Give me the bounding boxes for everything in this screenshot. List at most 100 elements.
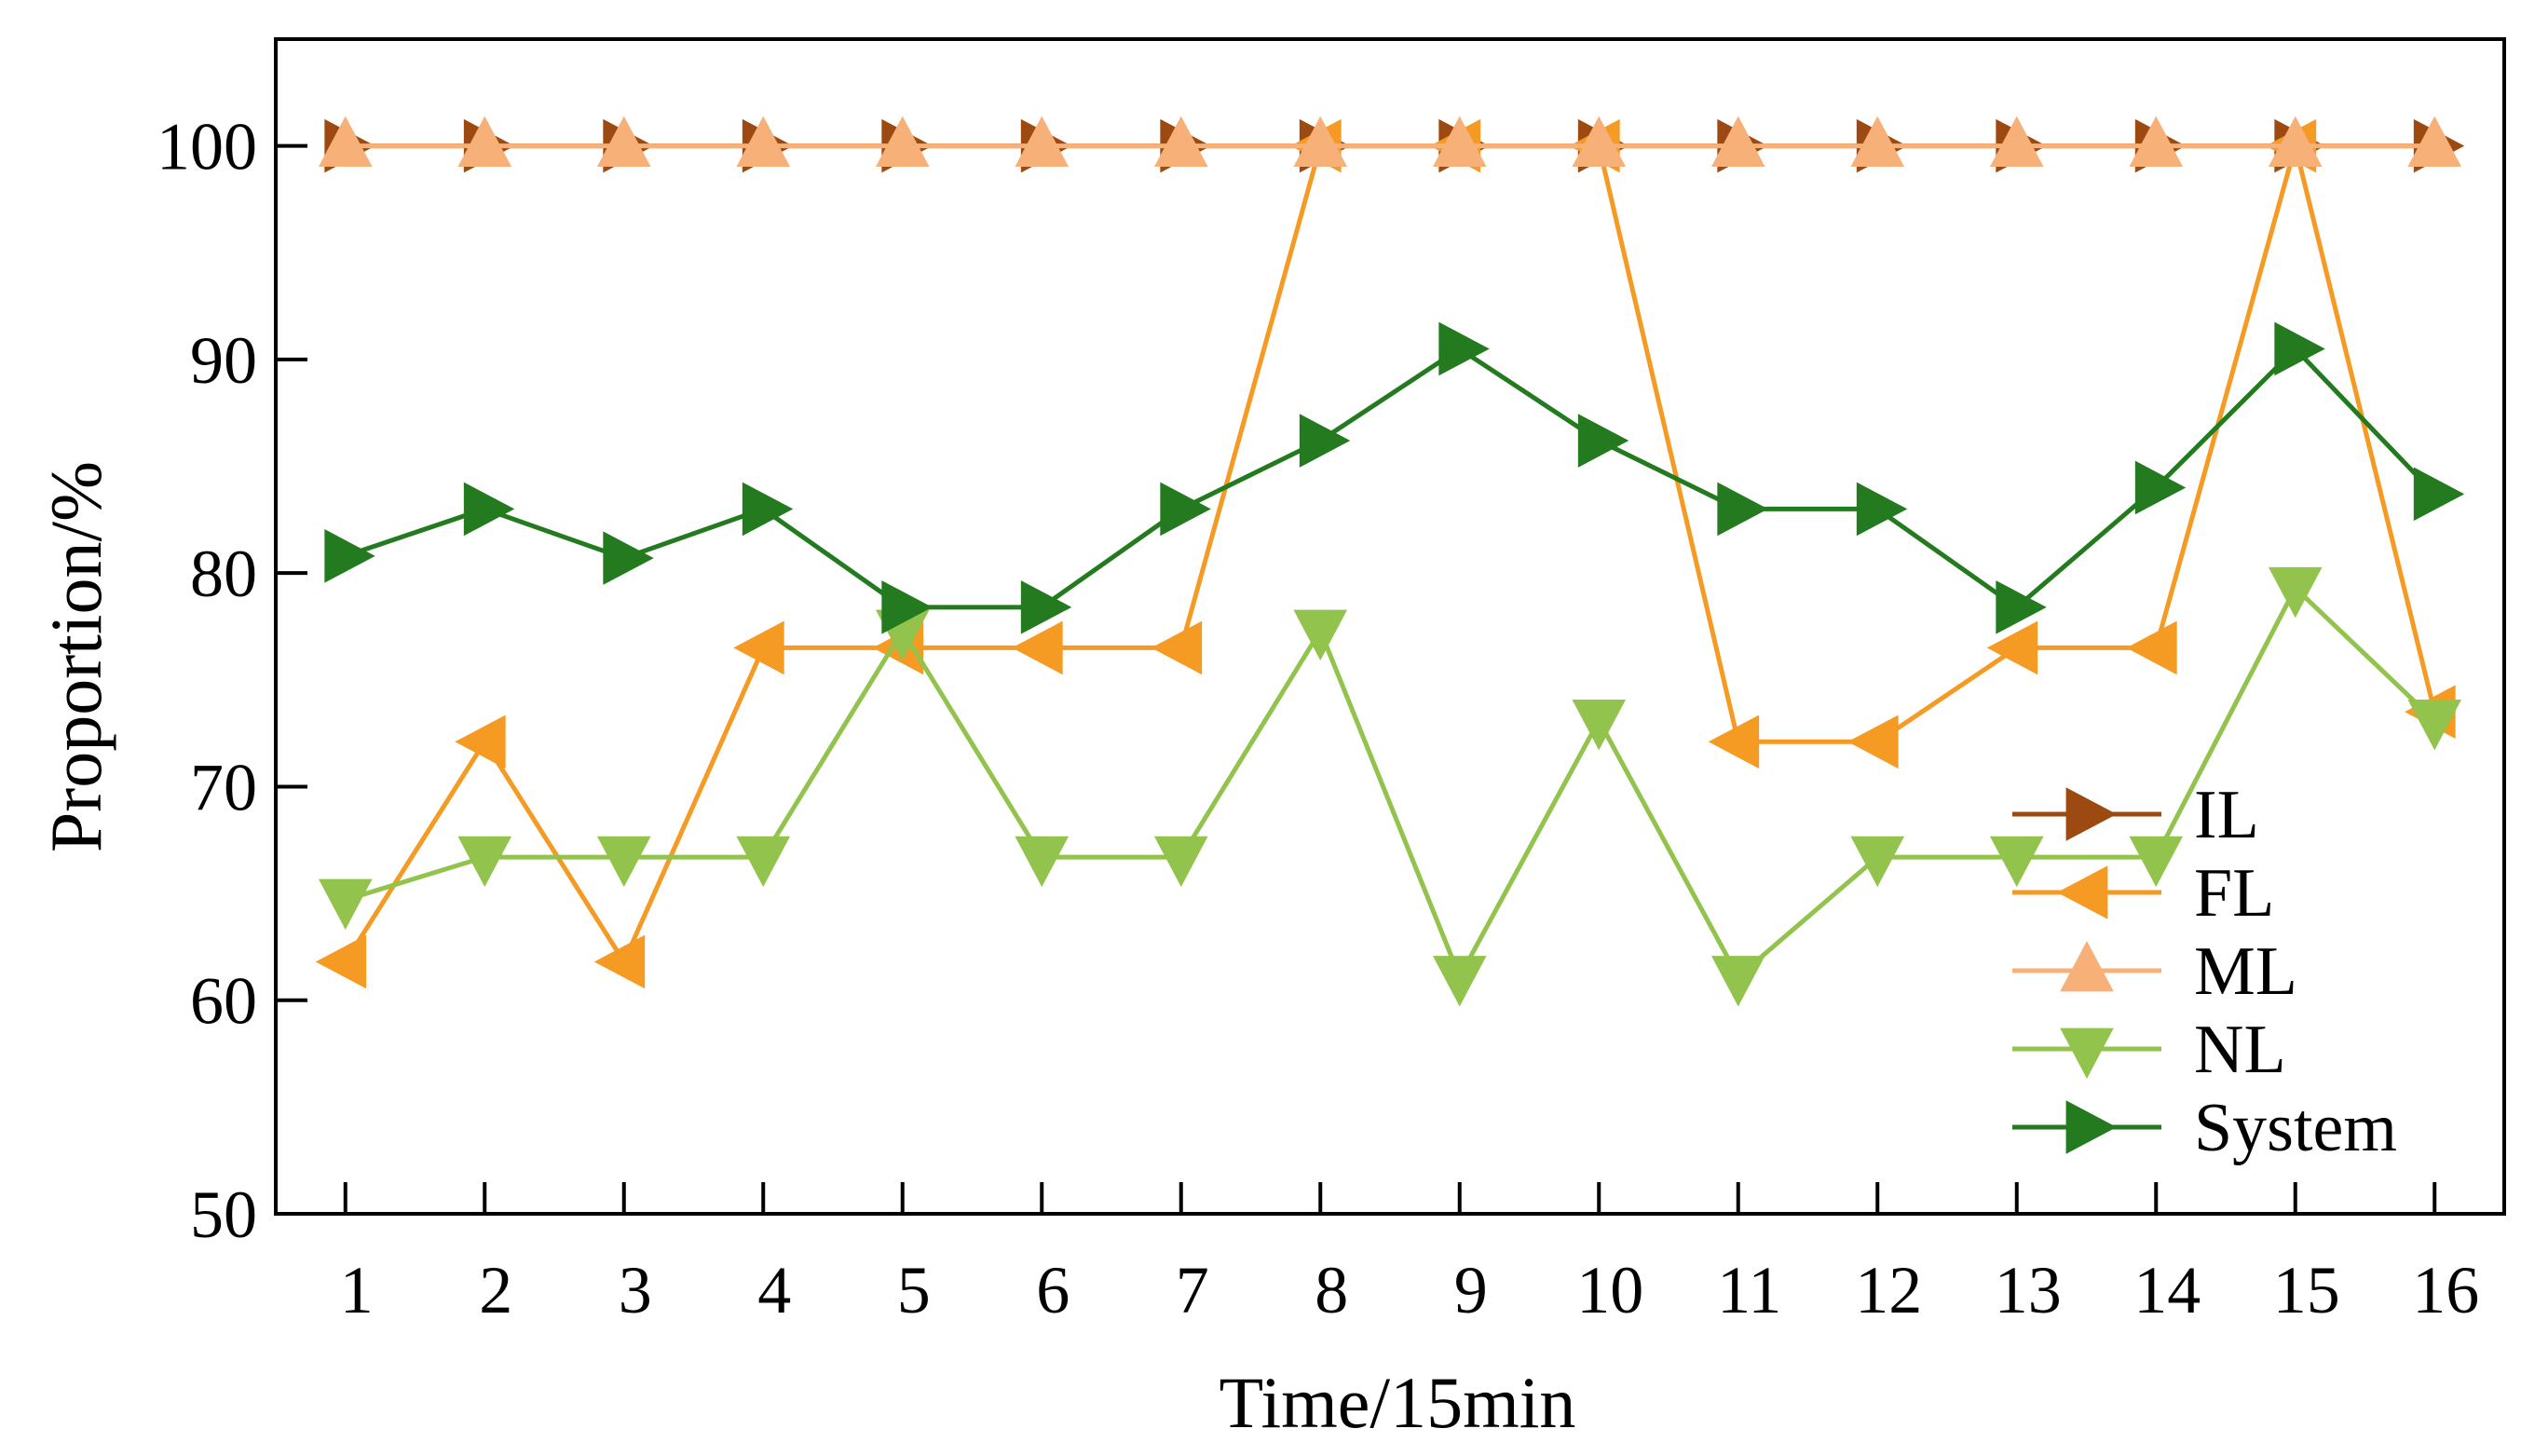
y-axis: 50 60 70 80 90 100 <box>157 110 307 1252</box>
x-tick-label: 4 <box>757 1253 791 1327</box>
legend-item-nl: NL <box>2012 1012 2286 1088</box>
legend-marker-nl <box>2060 1027 2114 1079</box>
point-ml <box>875 116 930 168</box>
point-ml <box>1153 116 1208 168</box>
x-tick-label: 6 <box>1036 1253 1070 1327</box>
point-ml <box>2129 116 2184 168</box>
point-system <box>2413 467 2465 522</box>
point-nl <box>457 836 512 888</box>
x-axis: 1 2 3 4 5 6 7 8 9 10 11 12 13 14 15 16 <box>340 1182 2479 1327</box>
point-nl <box>1015 836 1070 888</box>
point-fl <box>1847 714 1899 769</box>
x-tick-label: 3 <box>619 1253 652 1327</box>
point-system <box>1856 482 1908 537</box>
point-ml <box>1015 116 1070 168</box>
point-system <box>1020 580 1072 634</box>
x-tick-label: 13 <box>1995 1253 2062 1327</box>
point-system <box>1438 321 1490 376</box>
legend-marker-fl <box>2057 865 2108 919</box>
series-system <box>324 321 2465 634</box>
point-ml <box>1432 116 1487 168</box>
point-nl <box>1989 836 2044 888</box>
x-tick-label: 5 <box>897 1253 931 1327</box>
point-nl <box>318 878 373 930</box>
point-nl <box>1850 836 1905 888</box>
point-fl <box>1986 620 2038 675</box>
point-system <box>1299 414 1351 468</box>
point-system <box>1160 482 1211 537</box>
legend-label-nl: NL <box>2194 1012 2286 1088</box>
point-system <box>2134 460 2187 515</box>
point-fl <box>593 934 646 989</box>
legend-label-fl: FL <box>2194 855 2274 932</box>
y-tick-label: 100 <box>157 110 257 184</box>
legend-label-il: IL <box>2194 777 2259 853</box>
point-system <box>881 580 933 634</box>
point-ml <box>596 116 651 168</box>
point-system <box>2274 321 2325 376</box>
x-tick-label: 12 <box>1855 1253 1922 1327</box>
y-tick-label: 80 <box>190 537 257 611</box>
point-ml <box>2407 116 2462 168</box>
plot-frame <box>274 37 2506 1216</box>
x-tick-label: 8 <box>1315 1253 1348 1327</box>
point-ml <box>1989 116 2044 168</box>
x-tick-label: 1 <box>340 1253 374 1327</box>
point-nl <box>1572 699 1627 751</box>
point-fl <box>2126 620 2177 675</box>
y-tick-label: 70 <box>190 750 257 824</box>
point-ml <box>1293 116 1348 168</box>
point-ml <box>736 116 791 168</box>
series-layer <box>315 116 2465 1007</box>
point-nl <box>2129 836 2184 888</box>
series-line-nl <box>345 584 2436 983</box>
point-ml <box>1572 116 1627 168</box>
x-tick-label: 2 <box>479 1253 512 1327</box>
point-ml <box>1850 116 1905 168</box>
legend-label-system: System <box>2194 1090 2397 1166</box>
point-ml <box>1710 116 1765 168</box>
legend-marker-il <box>2065 787 2117 841</box>
series-line-fl <box>343 136 2437 967</box>
point-system <box>1577 414 1629 468</box>
point-ml <box>318 116 373 168</box>
series-line-system <box>344 345 2437 611</box>
x-tick-label: 11 <box>1717 1253 1781 1327</box>
point-nl <box>1432 956 1487 1007</box>
legend-item-ml: ML <box>2012 933 2297 1010</box>
x-tick-label: 16 <box>2412 1253 2479 1327</box>
point-system <box>463 482 515 537</box>
point-nl <box>596 836 651 888</box>
point-nl <box>2268 566 2323 619</box>
legend-item-system: System <box>2012 1090 2397 1166</box>
legend-label-ml: ML <box>2194 933 2297 1010</box>
legend-marker-ml <box>2060 941 2114 992</box>
x-axis-title: Time/15min <box>1220 1362 1576 1443</box>
y-tick-label: 90 <box>190 323 257 398</box>
point-system <box>742 482 794 537</box>
point-fl <box>1012 620 1063 675</box>
y-tick-label: 60 <box>190 964 257 1039</box>
point-nl <box>2407 699 2462 751</box>
point-ml <box>2268 116 2323 168</box>
point-nl <box>1293 609 1348 661</box>
x-tick-label: 10 <box>1576 1253 1643 1327</box>
plot-area <box>274 37 2506 1216</box>
y-axis-title: Proportion/% <box>35 461 116 852</box>
point-fl <box>315 934 367 989</box>
point-ml <box>457 116 512 168</box>
legend-item-fl: FL <box>2012 855 2274 932</box>
series-ml <box>318 116 2462 168</box>
point-system <box>1996 580 2047 634</box>
point-system <box>1717 482 1768 537</box>
legend-item-il: IL <box>2012 777 2259 853</box>
y-tick-label: 50 <box>190 1177 257 1252</box>
point-system <box>324 529 375 583</box>
point-fl <box>1708 714 1760 769</box>
point-nl <box>1710 956 1765 1007</box>
point-system <box>603 531 654 585</box>
point-fl <box>455 714 506 769</box>
legend-marker-system <box>2065 1100 2117 1154</box>
